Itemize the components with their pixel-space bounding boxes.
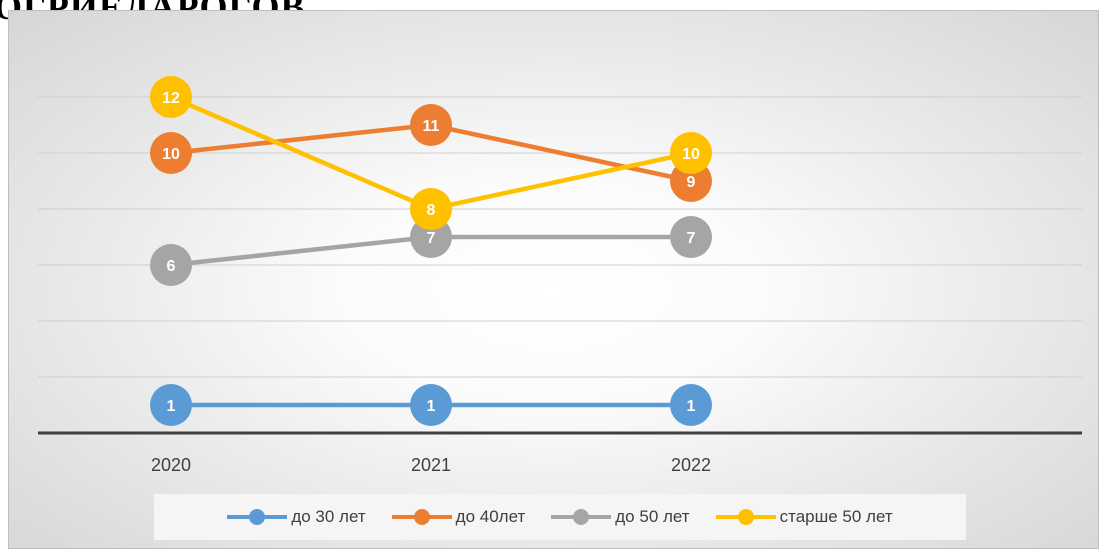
data-point-marker bbox=[150, 76, 192, 118]
data-label: 8 bbox=[427, 202, 436, 219]
data-label: 10 bbox=[162, 146, 180, 163]
data-point-marker bbox=[150, 244, 192, 286]
x-tick-label: 2021 bbox=[411, 455, 451, 475]
data-label: 7 bbox=[427, 230, 436, 247]
legend-item: до 40лет bbox=[391, 507, 526, 527]
data-label: 1 bbox=[687, 398, 696, 415]
legend-swatch bbox=[715, 509, 776, 525]
legend-swatch bbox=[391, 509, 452, 525]
data-label: 9 bbox=[687, 174, 696, 191]
legend-label: до 30 лет bbox=[291, 507, 366, 526]
legend-label: до 40лет bbox=[455, 507, 526, 526]
data-point-marker bbox=[670, 132, 712, 174]
data-point-marker bbox=[410, 384, 452, 426]
data-point-marker bbox=[410, 104, 452, 146]
legend-swatch bbox=[551, 509, 612, 525]
data-label: 1 bbox=[427, 398, 436, 415]
legend-label: старше 50 лет bbox=[779, 507, 893, 526]
x-tick-label: 2020 bbox=[151, 455, 191, 475]
legend-swatch bbox=[227, 509, 288, 525]
data-label: 1 bbox=[167, 398, 176, 415]
data-label: 12 bbox=[162, 90, 180, 107]
legend-item: до 30 лет bbox=[227, 507, 366, 527]
data-point-marker bbox=[670, 216, 712, 258]
data-point-marker bbox=[150, 132, 192, 174]
data-point-marker bbox=[670, 384, 712, 426]
legend-label: до 50 лет bbox=[615, 507, 690, 526]
data-label: 7 bbox=[687, 230, 696, 247]
data-label: 6 bbox=[167, 258, 176, 275]
chart-legend: до 30 лет до 40лет до 50 лет старше 50 лет bbox=[154, 494, 966, 540]
data-label: 10 bbox=[682, 146, 700, 163]
data-label: 11 bbox=[423, 118, 440, 135]
data-point-marker bbox=[410, 188, 452, 230]
data-point-marker bbox=[150, 384, 192, 426]
legend-item: старше 50 лет bbox=[715, 507, 893, 527]
x-tick-label: 2022 bbox=[671, 455, 711, 475]
legend-item: до 50 лет bbox=[551, 507, 690, 527]
